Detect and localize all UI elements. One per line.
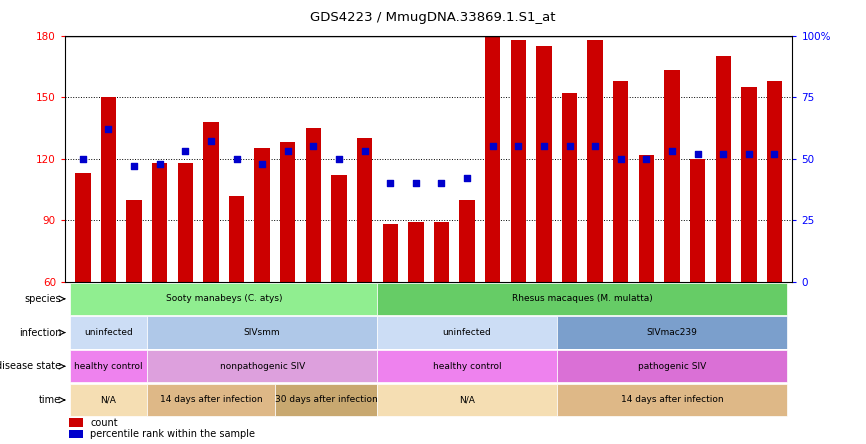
Point bbox=[512, 143, 526, 150]
Bar bbox=[229, 196, 244, 282]
Bar bbox=[70, 283, 378, 315]
Text: 14 days after infection: 14 days after infection bbox=[159, 396, 262, 404]
Bar bbox=[511, 40, 526, 282]
Text: percentile rank within the sample: percentile rank within the sample bbox=[90, 429, 255, 439]
Point bbox=[435, 180, 449, 187]
Point bbox=[486, 143, 500, 150]
Text: N/A: N/A bbox=[100, 396, 116, 404]
Bar bbox=[255, 148, 270, 282]
Text: count: count bbox=[90, 418, 118, 428]
Point bbox=[332, 155, 346, 163]
Bar bbox=[378, 317, 557, 349]
Bar bbox=[280, 143, 295, 282]
Point bbox=[229, 155, 243, 163]
Text: SIVmac239: SIVmac239 bbox=[647, 328, 697, 337]
Bar bbox=[383, 225, 398, 282]
Bar bbox=[557, 384, 787, 416]
Bar bbox=[536, 46, 552, 282]
Point bbox=[716, 150, 730, 157]
Text: 14 days after infection: 14 days after infection bbox=[621, 396, 723, 404]
Text: uninfected: uninfected bbox=[443, 328, 492, 337]
Point bbox=[76, 155, 90, 163]
Text: time: time bbox=[39, 395, 61, 405]
Bar bbox=[178, 163, 193, 282]
Text: SIVsmm: SIVsmm bbox=[244, 328, 281, 337]
Text: N/A: N/A bbox=[459, 396, 475, 404]
Bar bbox=[152, 163, 167, 282]
Bar bbox=[587, 40, 603, 282]
Bar bbox=[639, 155, 654, 282]
Point bbox=[665, 148, 679, 155]
Point bbox=[255, 160, 269, 167]
Bar bbox=[459, 200, 475, 282]
Bar bbox=[75, 173, 91, 282]
Point bbox=[460, 175, 474, 182]
Bar bbox=[306, 128, 321, 282]
Point bbox=[537, 143, 551, 150]
Bar bbox=[613, 81, 629, 282]
Bar bbox=[332, 175, 346, 282]
Point bbox=[563, 143, 577, 150]
Point bbox=[127, 163, 141, 170]
Text: species: species bbox=[25, 294, 61, 304]
Bar bbox=[408, 222, 423, 282]
Text: uninfected: uninfected bbox=[84, 328, 132, 337]
Bar bbox=[204, 122, 218, 282]
Bar bbox=[562, 93, 578, 282]
Text: Rhesus macaques (M. mulatta): Rhesus macaques (M. mulatta) bbox=[512, 294, 653, 303]
Text: Sooty manabeys (C. atys): Sooty manabeys (C. atys) bbox=[165, 294, 282, 303]
Bar bbox=[275, 384, 378, 416]
Text: pathogenic SIV: pathogenic SIV bbox=[638, 362, 706, 371]
Bar bbox=[70, 384, 147, 416]
Point bbox=[639, 155, 653, 163]
Bar bbox=[70, 317, 147, 349]
Bar bbox=[378, 350, 557, 382]
Text: healthy control: healthy control bbox=[433, 362, 501, 371]
Point bbox=[409, 180, 423, 187]
Bar bbox=[690, 159, 705, 282]
Point bbox=[101, 126, 115, 133]
Text: nonpathogenic SIV: nonpathogenic SIV bbox=[220, 362, 305, 371]
Bar bbox=[147, 317, 378, 349]
Point bbox=[358, 148, 372, 155]
Point bbox=[384, 180, 397, 187]
Bar bbox=[378, 283, 787, 315]
Text: 30 days after infection: 30 days after infection bbox=[275, 396, 378, 404]
Point bbox=[281, 148, 294, 155]
Bar bbox=[357, 138, 372, 282]
Bar bbox=[766, 81, 782, 282]
Point bbox=[307, 143, 320, 150]
Text: healthy control: healthy control bbox=[74, 362, 143, 371]
Point bbox=[178, 148, 192, 155]
Point bbox=[588, 143, 602, 150]
Text: GDS4223 / MmugDNA.33869.1.S1_at: GDS4223 / MmugDNA.33869.1.S1_at bbox=[310, 11, 556, 24]
Bar bbox=[664, 71, 680, 282]
Bar bbox=[126, 200, 142, 282]
Bar bbox=[741, 87, 757, 282]
Bar bbox=[147, 350, 378, 382]
Text: infection: infection bbox=[19, 328, 61, 337]
Point bbox=[691, 150, 705, 157]
Point bbox=[614, 155, 628, 163]
Bar bbox=[147, 384, 275, 416]
Bar bbox=[434, 222, 449, 282]
Point bbox=[152, 160, 166, 167]
Bar bbox=[715, 56, 731, 282]
Text: disease state: disease state bbox=[0, 361, 61, 371]
Bar bbox=[100, 97, 116, 282]
Bar bbox=[557, 350, 787, 382]
Point bbox=[742, 150, 756, 157]
Point bbox=[767, 150, 781, 157]
Bar bbox=[68, 418, 83, 427]
Bar bbox=[485, 36, 501, 282]
Point bbox=[204, 138, 218, 145]
Bar bbox=[378, 384, 557, 416]
Bar bbox=[557, 317, 787, 349]
Bar bbox=[68, 430, 83, 438]
Bar bbox=[70, 350, 147, 382]
